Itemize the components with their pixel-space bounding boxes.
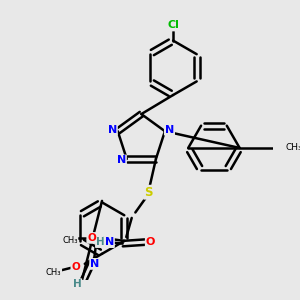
Text: O: O (71, 262, 80, 272)
Text: N: N (165, 125, 174, 135)
Text: H: H (96, 237, 105, 247)
Text: N: N (90, 259, 99, 269)
Text: N: N (105, 237, 114, 247)
Text: N: N (108, 125, 117, 135)
Text: S: S (144, 186, 153, 199)
Text: CH₃: CH₃ (286, 143, 300, 152)
Text: CH₃: CH₃ (46, 268, 62, 278)
Text: CH₃: CH₃ (62, 236, 78, 245)
Text: H: H (73, 279, 81, 289)
Text: O: O (87, 233, 96, 243)
Text: O: O (146, 237, 155, 247)
Text: Cl: Cl (167, 20, 179, 31)
Text: N: N (117, 155, 126, 166)
